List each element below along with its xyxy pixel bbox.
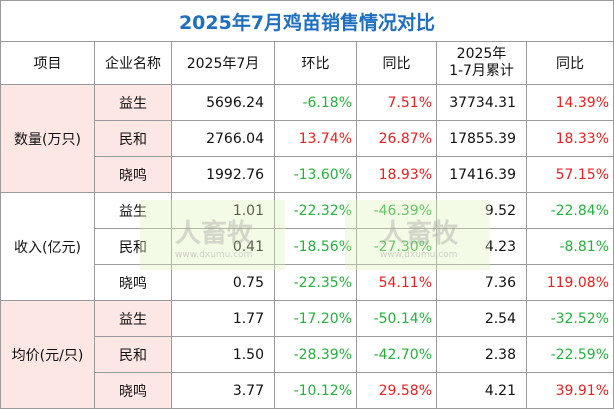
header-cell: 2025年7月 [172,42,275,85]
value-cell: 29.58% [357,373,437,409]
value-cell: -28.39% [275,337,357,373]
value-cell: 14.39% [527,85,614,121]
group-label: 收入(亿元) [0,193,95,301]
header-cell: 项目 [0,42,95,85]
value-cell: -17.20% [275,301,357,337]
value-cell: 0.75 [172,265,275,301]
value-cell: -18.56% [275,229,357,265]
value-cell: 17416.39 [437,157,527,193]
value-cell: 37734.31 [437,85,527,121]
value-cell: -22.84% [527,193,614,229]
value-cell: 9.52 [437,193,527,229]
value-cell: 1.77 [172,301,275,337]
value-cell: 26.87% [357,121,437,157]
value-cell: 1.50 [172,337,275,373]
value-cell: -50.14% [357,301,437,337]
value-cell: -32.52% [527,301,614,337]
value-cell: 1.01 [172,193,275,229]
group-label: 均价(元/只) [0,301,95,409]
value-cell: -22.32% [275,193,357,229]
value-cell: -10.12% [275,373,357,409]
value-cell: -46.39% [357,193,437,229]
header-cell: 同比 [357,42,437,85]
company-name: 益生 [95,193,172,229]
company-name: 民和 [95,229,172,265]
value-cell: 57.15% [527,157,614,193]
value-cell: 3.77 [172,373,275,409]
company-name: 晓鸣 [95,157,172,193]
header-cell: 2025年 1-7月累计 [437,42,527,85]
value-cell: -13.60% [275,157,357,193]
value-cell: 2.38 [437,337,527,373]
company-name: 益生 [95,85,172,121]
company-name: 民和 [95,121,172,157]
value-cell: 13.74% [275,121,357,157]
value-cell: -22.35% [275,265,357,301]
value-cell: 119.08% [527,265,614,301]
company-name: 民和 [95,337,172,373]
value-cell: 17855.39 [437,121,527,157]
group-label: 数量(万只) [0,85,95,193]
value-cell: 2.54 [437,301,527,337]
value-cell: 0.41 [172,229,275,265]
value-cell: -42.70% [357,337,437,373]
header-line: 2025年 [456,46,507,62]
value-cell: 7.51% [357,85,437,121]
company-name: 晓鸣 [95,265,172,301]
value-cell: 18.33% [527,121,614,157]
value-cell: -22.59% [527,337,614,373]
header-cell: 企业名称 [95,42,172,85]
value-cell: -27.30% [357,229,437,265]
value-cell: 18.93% [357,157,437,193]
header-cell: 同比 [527,42,614,85]
value-cell: -8.81% [527,229,614,265]
value-cell: 7.36 [437,265,527,301]
value-cell: 1992.76 [172,157,275,193]
value-cell: 4.23 [437,229,527,265]
table-title: 2025年7月鸡苗销售情况对比 [0,0,614,42]
company-name: 益生 [95,301,172,337]
value-cell: 54.11% [357,265,437,301]
value-cell: 5696.24 [172,85,275,121]
header-cell: 环比 [275,42,357,85]
value-cell: 2766.04 [172,121,275,157]
value-cell: -6.18% [275,85,357,121]
value-cell: 39.91% [527,373,614,409]
company-name: 晓鸣 [95,373,172,409]
header-line: 1-7月累计 [449,63,514,79]
value-cell: 4.21 [437,373,527,409]
